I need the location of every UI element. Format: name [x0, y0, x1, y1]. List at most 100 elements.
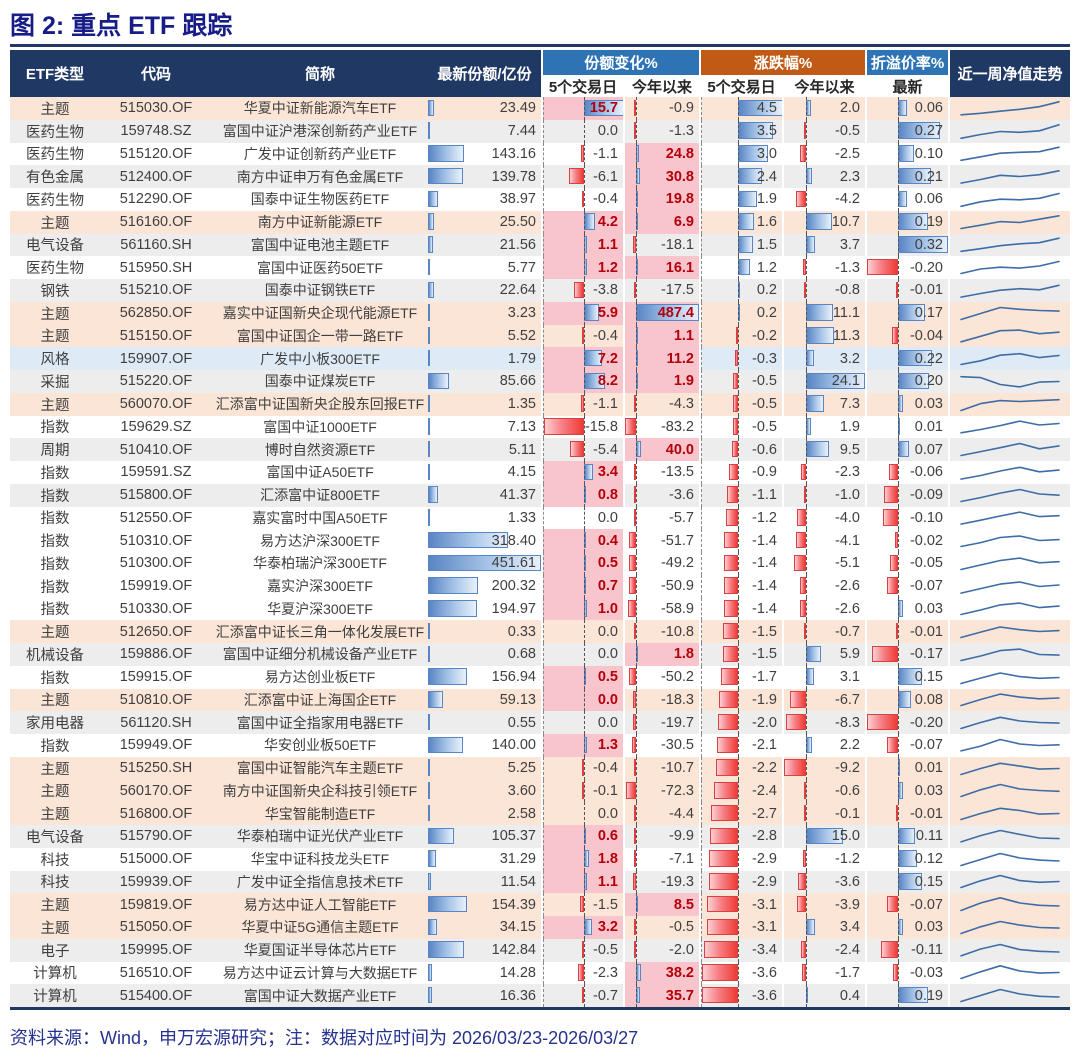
- negative-data-bar: [704, 941, 738, 958]
- etf-code-cell: 512650.OF: [119, 623, 193, 640]
- zero-axis-line: [898, 893, 900, 916]
- p5-cell: -1.9: [701, 688, 784, 712]
- positive-data-bar: [428, 236, 434, 253]
- shares-cell: 194.97: [428, 597, 543, 621]
- shares-cell: 22.64: [428, 279, 543, 302]
- pr-cell: -0.10: [867, 506, 950, 530]
- etf-type-cell: 指数: [40, 465, 70, 482]
- etf-type-cell: 钢铁: [40, 283, 70, 300]
- s5-value: -0.5: [593, 942, 618, 959]
- p5-cell: 3.5: [701, 119, 784, 143]
- sy-value: -1.3: [669, 123, 694, 140]
- py-value: -5.1: [835, 555, 860, 572]
- zero-axis-line: [738, 870, 739, 894]
- s5-value: -0.1: [593, 782, 618, 799]
- etf-name-cell: 富国中证大数据产业ETF: [243, 987, 397, 1004]
- pr-value: 0.19: [914, 987, 943, 1004]
- pr-value: 0.27: [914, 123, 943, 140]
- s5-value: 0.0: [597, 714, 618, 731]
- s5-value: 0.0: [597, 646, 618, 663]
- shares-cell: 139.78: [428, 165, 543, 188]
- etf-type-cell: 指数: [40, 602, 70, 619]
- pr-cell: -0.20: [867, 256, 950, 279]
- zero-axis-line: [635, 984, 637, 1007]
- negative-data-bar: [582, 986, 585, 1004]
- sy-value: -2.0: [669, 942, 694, 959]
- nav-sparkline: [960, 784, 1060, 798]
- py-value: -4.0: [835, 509, 860, 526]
- positive-data-bar: [428, 895, 467, 913]
- zero-axis-line: [806, 574, 808, 598]
- py-value: 2.3: [839, 168, 860, 185]
- pr-value: 0.01: [914, 418, 943, 435]
- py-value: -1.2: [835, 851, 860, 868]
- etf-name-cell: 华泰柏瑞中证光伏产业ETF: [236, 828, 404, 845]
- zero-axis-line: [806, 324, 808, 348]
- shares-cell: 5.52: [428, 324, 543, 348]
- nav-trend-cell: [950, 984, 1070, 1007]
- negative-data-bar: [724, 531, 738, 549]
- negative-data-bar: [723, 645, 738, 662]
- zero-axis-line: [635, 665, 637, 689]
- p5-cell: -0.3: [701, 347, 784, 370]
- sy-cell: -58.9: [625, 597, 701, 621]
- negative-data-bar: [568, 167, 585, 185]
- positive-data-bar: [738, 258, 750, 276]
- positive-data-bar: [428, 486, 439, 503]
- pr-value: 0.17: [914, 305, 943, 322]
- zero-axis-line: [806, 279, 808, 302]
- py-cell: -2.6: [784, 574, 867, 598]
- negative-data-bar: [735, 349, 738, 367]
- positive-data-bar: [806, 327, 834, 344]
- positive-data-bar: [428, 463, 430, 480]
- nav-trend-cell: [950, 962, 1070, 985]
- zero-axis-line: [738, 461, 739, 484]
- p5-value: -2.4: [752, 782, 777, 799]
- s5-value: -5.4: [593, 441, 618, 458]
- p5-value: -2.0: [752, 714, 777, 731]
- etf-type-cell: 主题: [40, 920, 70, 937]
- etf-name-cell: 华夏中证5G通信主题ETF: [241, 919, 399, 936]
- zero-axis-line: [806, 916, 808, 939]
- title-rule: [10, 44, 1070, 47]
- sy-value: 35.7: [665, 987, 694, 1004]
- py-cell: -2.4: [784, 938, 867, 962]
- etf-name-cell: 华宝智能制造ETF: [264, 805, 376, 822]
- table-row: 采掘 515220.OF 国泰中证煤炭ETF 85.66 8.2 1.9 -0.5 24.1 0…: [10, 370, 1070, 393]
- zero-axis-line: [898, 461, 900, 484]
- sy-value: 30.8: [665, 168, 694, 185]
- sy-cell: -19.3: [625, 870, 701, 894]
- zero-axis-line: [898, 210, 900, 234]
- etf-name-cell: 易方达沪深300ETF: [260, 532, 380, 549]
- negative-data-bar: [796, 531, 807, 549]
- zero-axis-line: [806, 142, 808, 166]
- zero-axis-line: [738, 483, 739, 507]
- pr-cell: 0.01: [867, 756, 950, 780]
- etf-name-cell: 国泰中证煤炭ETF: [264, 373, 376, 390]
- p5-cell: -0.2: [701, 324, 784, 348]
- zero-axis-line: [898, 415, 900, 439]
- negative-data-bar: [882, 509, 899, 526]
- nav-sparkline: [960, 875, 1060, 889]
- p5-cell: 1.5: [701, 233, 784, 257]
- s5-cell: 7.2: [543, 347, 625, 370]
- zero-axis-line: [806, 506, 808, 530]
- zero-axis-line: [806, 415, 808, 439]
- zero-axis-line: [898, 97, 900, 120]
- py-cell: -1.0: [784, 483, 867, 507]
- etf-code-cell: 515210.OF: [119, 282, 193, 299]
- negative-data-bar: [727, 486, 738, 503]
- etf-name-cell: 富国中证细分机械设备产业ETF: [222, 646, 418, 663]
- zero-axis-line: [806, 870, 808, 894]
- p5-value: -1.2: [752, 509, 777, 526]
- zero-axis-line: [584, 574, 586, 598]
- etf-type-cell: 有色金属: [26, 170, 84, 187]
- nav-sparkline: [960, 626, 1060, 639]
- pr-value: -0.01: [909, 805, 943, 822]
- p5-value: -0.5: [752, 396, 777, 413]
- p5-cell: -1.1: [701, 483, 784, 507]
- positive-data-bar: [806, 668, 814, 685]
- zero-axis-line: [635, 779, 637, 803]
- sy-cell: -13.5: [625, 461, 701, 484]
- s5-value: -1.1: [593, 396, 618, 413]
